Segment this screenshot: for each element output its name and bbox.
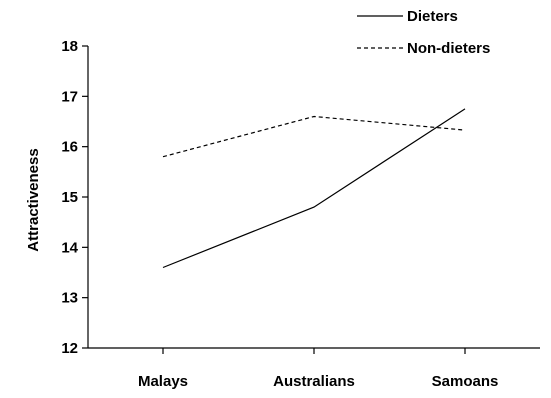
y-tick-label: 13	[61, 290, 78, 307]
y-tick-label: 18	[61, 38, 78, 55]
x-axis: Malays Australians Samoans	[88, 347, 540, 390]
y-tick-label: 14	[61, 239, 78, 256]
legend-label: Non-dieters	[407, 40, 490, 57]
x-tick-label: Malays	[138, 373, 188, 390]
y-axis-title: Attractiveness	[25, 148, 42, 251]
series-line-dieters	[162, 108, 466, 269]
y-tick-label: 16	[61, 139, 78, 156]
x-tick-label: Australians	[273, 373, 355, 390]
y-axis: Attractiveness 12 13 14 15 16 17 18	[25, 38, 89, 357]
y-tick-label: 17	[61, 88, 78, 105]
legend-label: Dieters	[407, 8, 458, 25]
series-lines	[162, 108, 466, 269]
legend: Dieters Non-dieters	[357, 8, 490, 57]
x-tick-label: Samoans	[432, 373, 499, 390]
y-tick-label: 15	[61, 189, 78, 206]
y-tick-label: 12	[61, 340, 78, 357]
series-line-non-dieters	[162, 115, 466, 158]
